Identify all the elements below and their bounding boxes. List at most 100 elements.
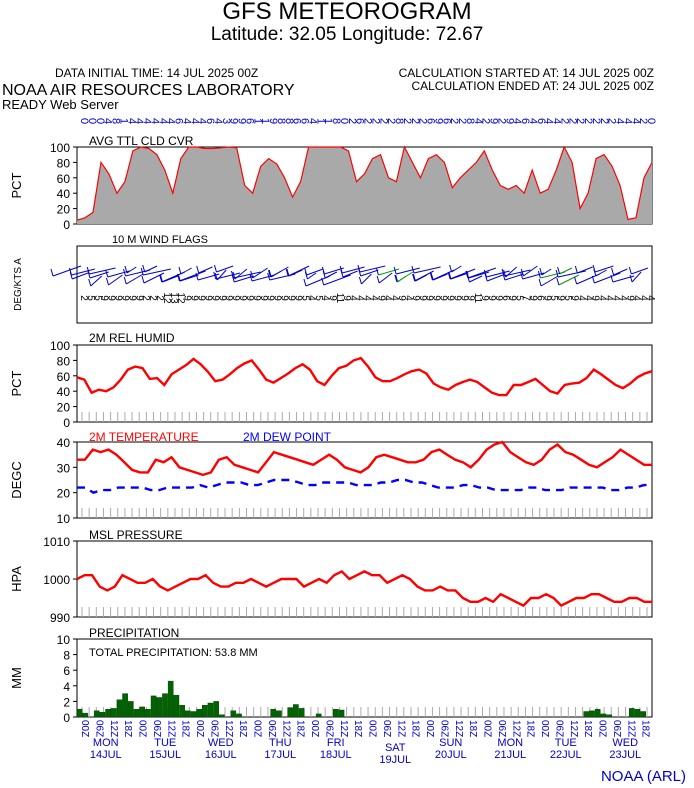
precip-bar (333, 709, 339, 718)
wind-flag (213, 271, 217, 280)
wind-speed-label: 5 (313, 295, 324, 301)
wind-flag (286, 268, 290, 277)
wind-barb (432, 269, 455, 281)
wind-speed-label: 4 (631, 295, 642, 301)
wind-speed-label: 5 (299, 295, 310, 301)
hour-label: 18Z (295, 720, 306, 737)
top-axis-label: 2 (401, 118, 413, 124)
wind-barb (631, 271, 642, 283)
precip-bar (219, 714, 225, 718)
wind-flag (159, 274, 163, 283)
day-date-label: 19JUL (379, 754, 411, 766)
day-date-label: 22JUL (550, 749, 582, 761)
footer-credit: NOAA (ARL) (600, 768, 686, 785)
wind-flag (268, 269, 272, 278)
wind-flag (394, 274, 398, 283)
wind-flag (86, 266, 90, 275)
wind-flag (448, 271, 452, 280)
y-tick-label: 40 (57, 436, 71, 450)
hour-label: 00Z (367, 720, 378, 737)
y-label-pressure: HPA (9, 566, 24, 592)
top-axis-label: 2 (606, 118, 618, 124)
wind-speed-label: 9 (106, 295, 117, 301)
top-axis-label: 2 (637, 118, 649, 124)
top-axis-label: 0 (86, 118, 98, 124)
wind-speed-label: 9 (182, 295, 193, 301)
wind-flag (176, 273, 180, 282)
wind-barb (396, 271, 414, 283)
top-axis-label: 2 (582, 118, 594, 124)
wind-speed-label: 4 (306, 295, 317, 301)
wind-flag (375, 267, 379, 276)
y-label-temperature: DEGC (9, 461, 24, 499)
wind-flag (411, 265, 415, 274)
y-label-humidity: PCT (9, 370, 24, 396)
top-axis-label: 8 (330, 118, 342, 124)
wind-speed-label: 9 (133, 295, 144, 301)
temperature-line (77, 440, 652, 477)
wind-flag (122, 268, 126, 277)
wind-barb (216, 265, 234, 273)
top-axis-label: 2 (369, 118, 381, 124)
wind-speed-label: 2 (140, 295, 151, 301)
y-tick-label: 40 (57, 385, 71, 399)
precip-bar (606, 714, 612, 718)
hour-label: 12Z (280, 720, 291, 737)
top-axis-label: 4 (212, 118, 224, 124)
wind-speed-label: 5 (92, 295, 103, 301)
wind-barb (143, 268, 171, 276)
hour-label: 12Z (108, 720, 119, 737)
wind-barb (413, 266, 441, 274)
top-axis-label: 2 (566, 118, 578, 124)
wind-speed-label: 4 (617, 295, 628, 301)
wind-speed-label: 4 (403, 295, 414, 301)
top-axis-label: 9 (267, 118, 279, 124)
wind-flag (321, 266, 325, 275)
wind-speed-label: 9 (119, 295, 130, 301)
hour-label: 12Z (165, 720, 176, 737)
top-axis-label: 1 (322, 118, 334, 124)
wind-barb (558, 274, 580, 286)
top-axis-label: 2 (480, 118, 492, 124)
precip-bar (116, 699, 123, 718)
wind-barb (143, 272, 165, 284)
wind-speed-label: 9 (279, 295, 290, 301)
wind-flag (537, 270, 541, 279)
wind-flag (88, 278, 92, 287)
wind-speed-label: 9 (555, 295, 566, 301)
wind-flag (449, 264, 453, 273)
wind-flag (213, 264, 217, 273)
precip-bar (276, 710, 282, 718)
wind-speed-label: 4 (583, 295, 594, 301)
wind-speed-label: 9 (375, 295, 386, 301)
wind-flag (393, 266, 397, 275)
wind-flag (140, 267, 144, 276)
day-name-label: SAT (385, 742, 406, 754)
precip-bar (589, 710, 595, 718)
wind-flag (106, 277, 109, 286)
wind-flag (447, 271, 451, 280)
hour-label: 00Z (79, 720, 90, 737)
day-date-label: 15JUL (149, 749, 181, 761)
day-name-label: THU (269, 737, 292, 749)
calculation-started: CALCULATION STARTED AT: 14 JUL 2025 00Z (398, 66, 654, 80)
top-axis-label: 4 (621, 118, 633, 124)
wind-flag (610, 274, 614, 283)
wind-flag (429, 272, 433, 281)
pressure-line (76, 569, 652, 608)
precip-bar (338, 709, 345, 718)
wind-flag (69, 267, 72, 276)
precip-bar (145, 709, 151, 718)
y-tick-label: 30 (57, 461, 71, 475)
wind-flag (142, 264, 146, 273)
wind-barb (233, 271, 261, 279)
top-axis-label: 1 (117, 118, 129, 124)
top-axis-label: 2 (377, 118, 389, 124)
wind-speed-label: 9 (216, 295, 227, 301)
wind-speed-label: 4 (320, 295, 331, 301)
wind-barb (89, 267, 116, 275)
wind-speed-label: 9 (479, 295, 490, 301)
wind-speed-label: 9 (258, 295, 269, 301)
server-name: READY Web Server (2, 97, 119, 112)
wind-speed-label: 9 (458, 295, 469, 301)
